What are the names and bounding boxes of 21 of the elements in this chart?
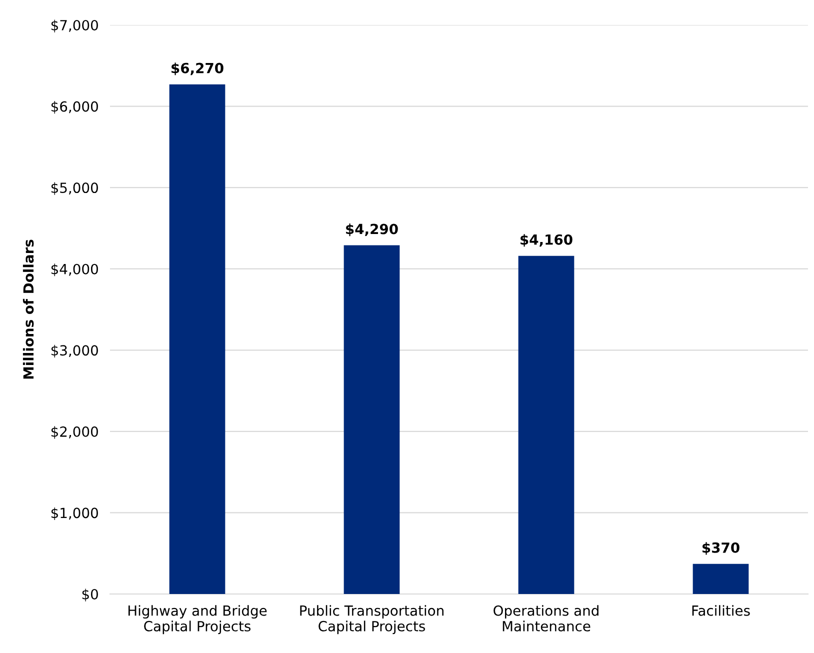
y-tick-label: $5,000 xyxy=(51,182,98,195)
y-tick-label: $7,000 xyxy=(51,20,98,32)
x-tick-label: Operations and Maintenance xyxy=(494,605,598,632)
y-tick-label: $4,000 xyxy=(51,264,98,276)
bar xyxy=(169,84,226,594)
y-tick-label: $3,000 xyxy=(51,344,98,358)
bar xyxy=(344,245,400,594)
data-label: $370 xyxy=(702,542,740,555)
y-axis-title: Millions of Dollars xyxy=(22,240,34,379)
data-label: $6,270 xyxy=(172,62,224,76)
x-tick-label: Facilities xyxy=(692,605,750,616)
bar xyxy=(692,564,749,594)
y-tick-label: $6,000 xyxy=(51,101,98,114)
data-label: $4,290 xyxy=(346,224,398,236)
y-tick-label: $1,000 xyxy=(51,507,98,520)
y-tick-label: $0 xyxy=(82,588,98,602)
x-tick-label: Public Transportation Capital Projects xyxy=(300,605,444,634)
y-tick-label: $2,000 xyxy=(51,426,98,439)
data-label: $4,160 xyxy=(520,234,572,247)
bar xyxy=(518,256,574,594)
x-tick-label: Highway and Bridge Capital Projects xyxy=(128,605,267,634)
